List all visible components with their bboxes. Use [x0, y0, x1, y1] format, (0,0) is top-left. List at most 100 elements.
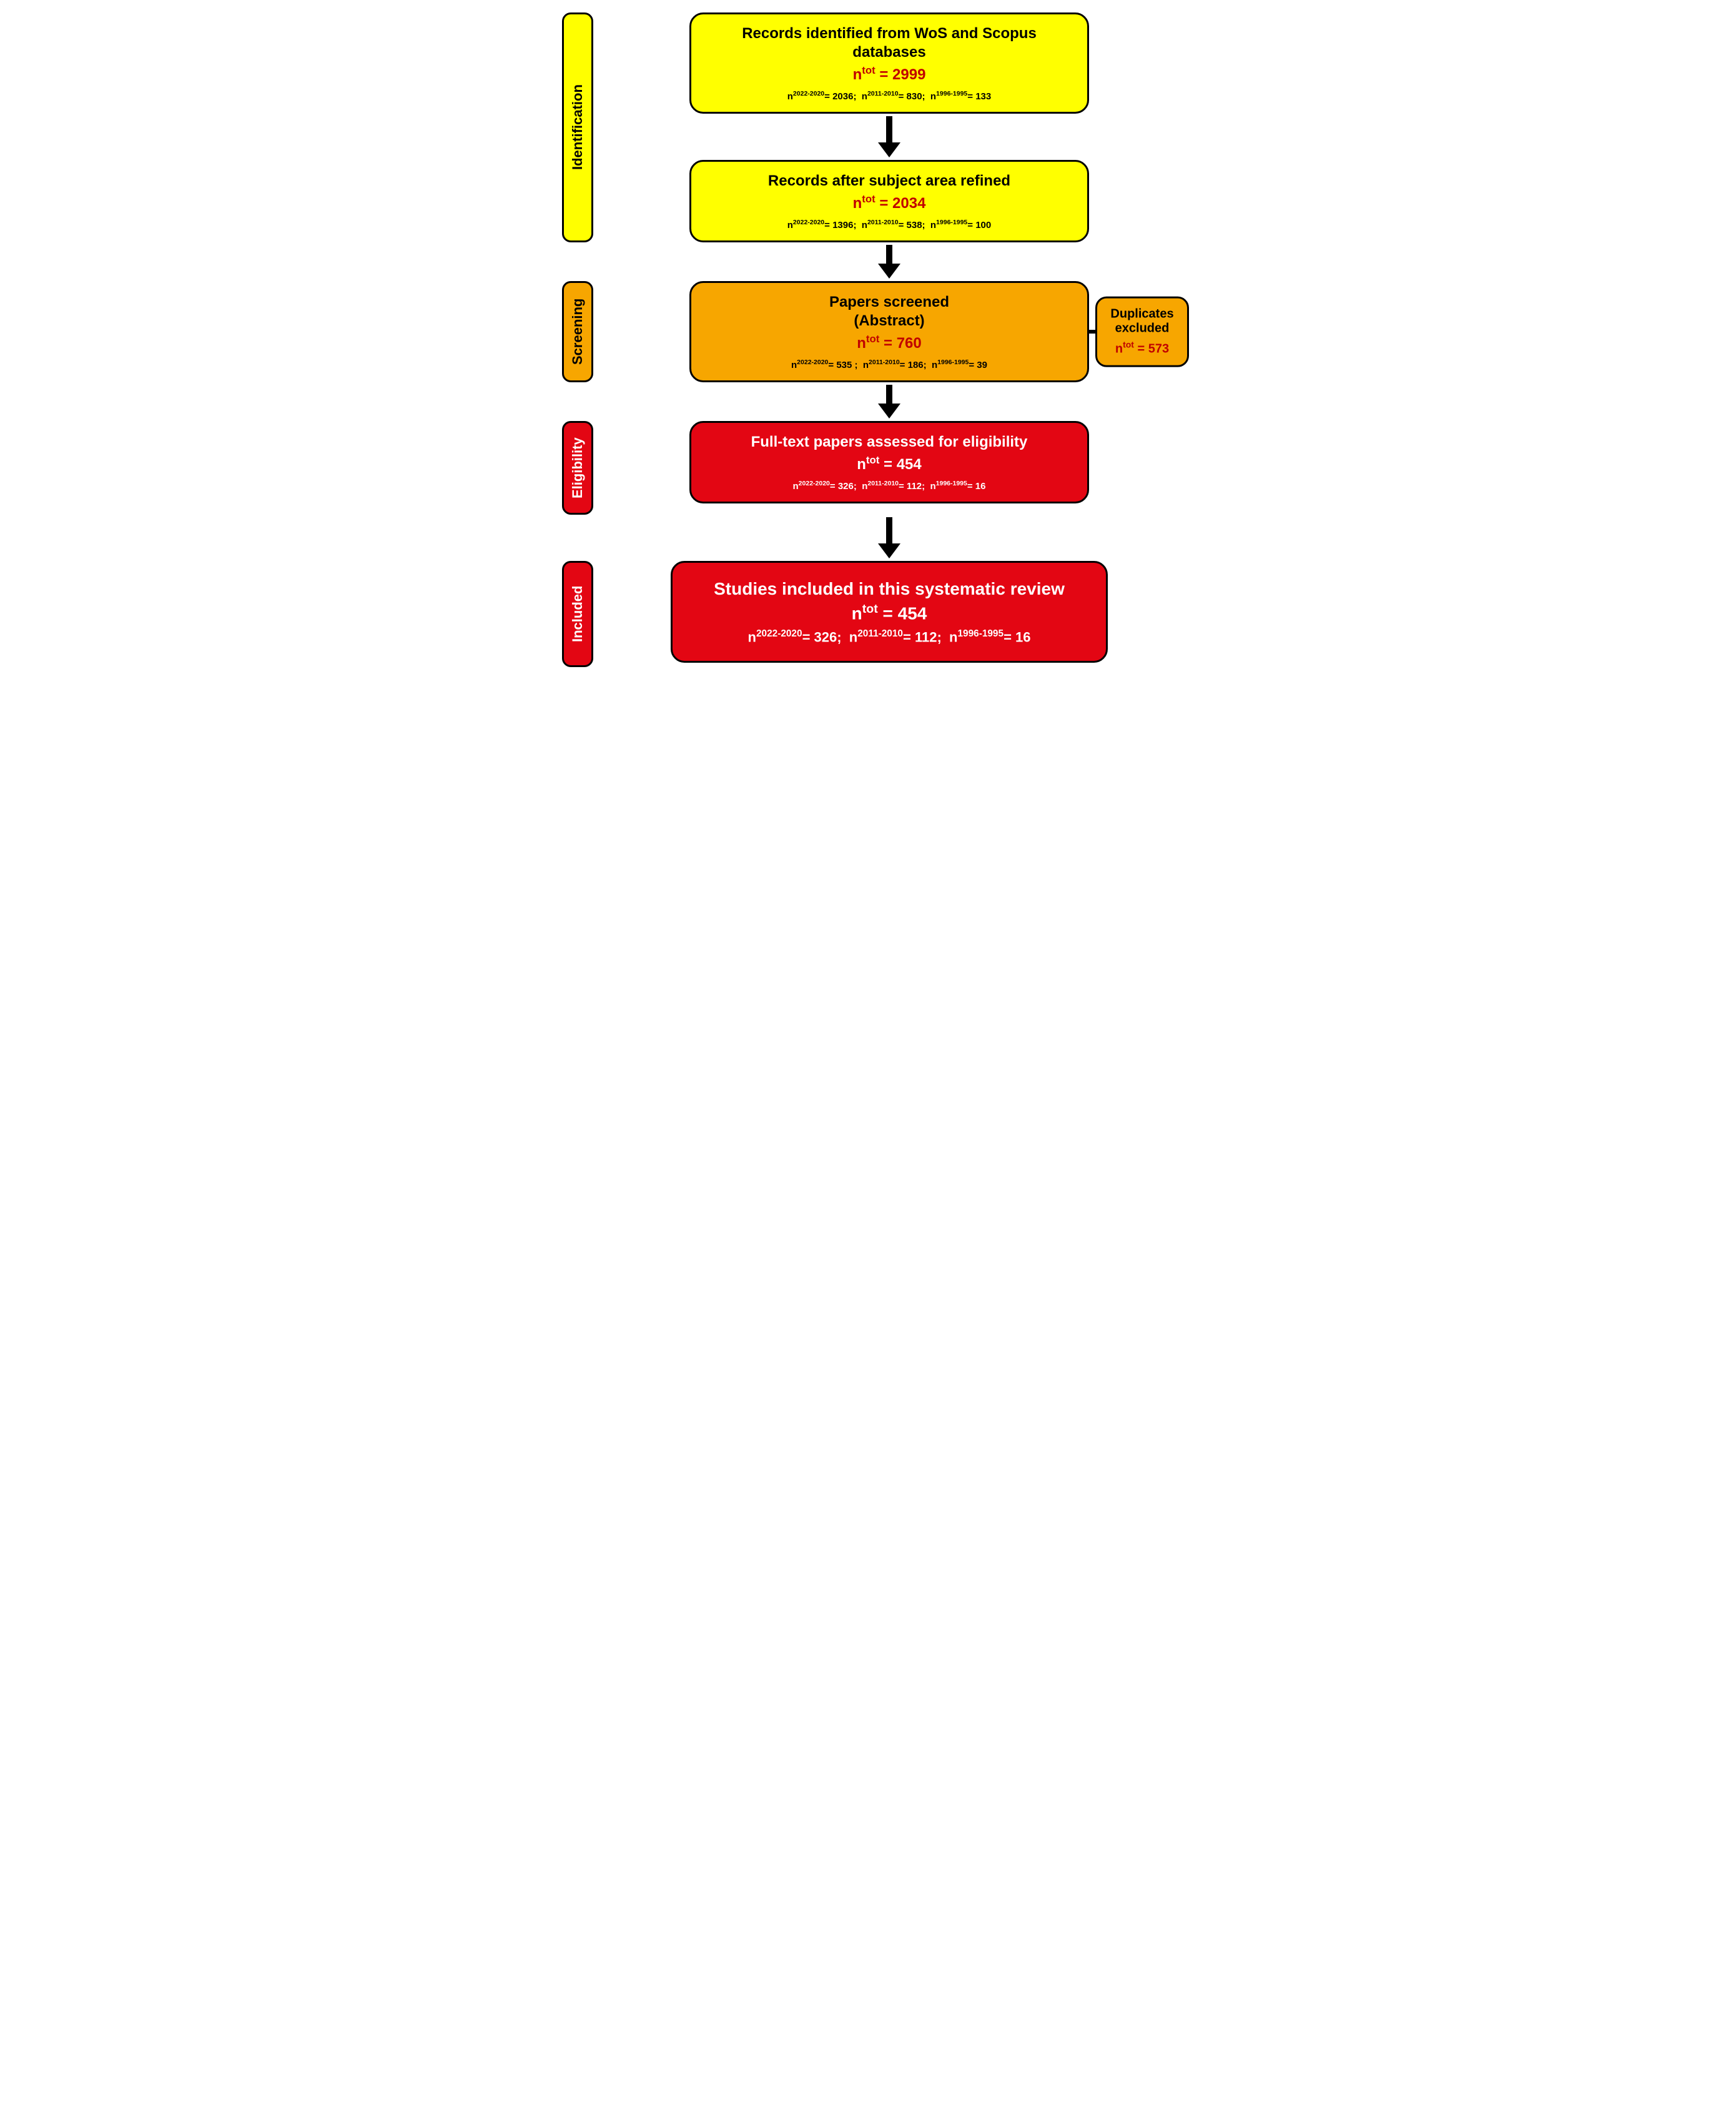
bd-val: = 326 — [802, 630, 837, 645]
identification-content: Records identified from WoS and Scopus d… — [604, 12, 1174, 242]
ntot-line: ntot = 2999 — [705, 64, 1073, 84]
stage-label-included: Included — [562, 561, 593, 667]
bd-sup: 1996-1995 — [936, 90, 967, 97]
bd-val: = 112 — [903, 630, 937, 645]
spacer — [562, 242, 604, 281]
stage-label-text: Eligibility — [570, 437, 586, 498]
inter-stage-arrow-row — [562, 382, 1174, 421]
arrow-down — [878, 116, 900, 157]
bd-val: = 535 — [828, 360, 852, 370]
bd-val: = 830 — [899, 91, 922, 102]
stage-label-screening: Screening — [562, 281, 593, 382]
stage-label-text: Identification — [570, 85, 586, 171]
aside-title: Duplicates excluded — [1102, 307, 1182, 336]
breakdown: n2022-2020= 326; n2011-2010= 112; n1996-… — [705, 480, 1073, 492]
box-fulltext-assessed: Full-text papers assessed for eligibilit… — [689, 421, 1089, 503]
prisma-flowchart: Identification Records identified from W… — [562, 12, 1174, 667]
eligibility-content: Full-text papers assessed for eligibilit… — [604, 421, 1174, 515]
stage-identification-row: Identification Records identified from W… — [562, 12, 1174, 242]
ntot-val: = 760 — [884, 335, 922, 352]
arrow-head — [878, 543, 900, 558]
breakdown: n2022-2020= 535 ; n2011-2010= 186; n1996… — [705, 359, 1073, 370]
stage-eligibility-row: Eligibility Full-text papers assessed fo… — [562, 421, 1174, 515]
spacer — [562, 382, 604, 421]
bd-sup: 1996-1995 — [936, 219, 967, 226]
ntot-n: n — [857, 335, 866, 352]
spacer — [562, 515, 604, 561]
bd-sup: 2011-2010 — [867, 219, 899, 226]
bd-val: = 186 — [900, 360, 924, 370]
arrow-down — [878, 245, 900, 279]
ntot-line: ntot = 573 — [1102, 340, 1182, 357]
bd-val: = 100 — [967, 220, 991, 230]
bd-sup: 2011-2010 — [867, 480, 899, 487]
arrow-head — [878, 404, 900, 419]
box-papers-screened: Papers screened (Abstract) ntot = 760 n2… — [689, 281, 1089, 382]
ntot-sup: tot — [862, 602, 878, 616]
bd-sup: 2022-2020 — [797, 359, 828, 366]
ntot-val: = 454 — [883, 603, 927, 623]
ntot-val: = 573 — [1138, 342, 1170, 355]
ntot-n: n — [852, 603, 862, 623]
arrow-head — [878, 264, 900, 279]
title-line: Papers screened — [829, 294, 949, 310]
stage-label-text: Screening — [570, 299, 586, 365]
ntot-line: ntot = 454 — [705, 454, 1073, 473]
inter-stage-arrow-row — [562, 242, 1174, 281]
box-studies-included: Studies included in this systematic revi… — [671, 561, 1108, 663]
screening-rel-wrap: Papers screened (Abstract) ntot = 760 n2… — [689, 281, 1089, 382]
arrow-down — [878, 385, 900, 419]
box-title: Records after subject area refined — [705, 172, 1073, 191]
stage-included-row: Included Studies included in this system… — [562, 561, 1174, 667]
bd-sup: 2022-2020 — [756, 628, 802, 639]
box-title: Studies included in this systematic revi… — [686, 578, 1092, 600]
ntot-val: = 2034 — [879, 195, 925, 212]
ntot-n: n — [1115, 342, 1123, 355]
bd-sup: 1996-1995 — [937, 359, 969, 366]
arrow-stem — [886, 116, 892, 142]
box-records-identified: Records identified from WoS and Scopus d… — [689, 12, 1089, 114]
ntot-n: n — [853, 195, 862, 212]
arrow-col — [604, 242, 1174, 281]
bd-val: = 1396 — [824, 220, 853, 230]
ntot-sup: tot — [866, 333, 879, 345]
bd-sup: 1996-1995 — [957, 628, 1004, 639]
box-title: Papers screened (Abstract) — [705, 293, 1073, 330]
title-line: Duplicates — [1110, 307, 1173, 321]
bd-val: = 16 — [1004, 630, 1030, 645]
bd-sup: 2022-2020 — [793, 219, 824, 226]
ntot-sup: tot — [862, 64, 875, 76]
stage-label-text: Included — [570, 586, 586, 642]
bd-val: = 538 — [899, 220, 922, 230]
bd-val: = 2036 — [824, 91, 853, 102]
ntot-line: ntot = 2034 — [705, 193, 1073, 212]
box-records-refined: Records after subject area refined ntot … — [689, 160, 1089, 242]
stage-label-identification: Identification — [562, 12, 593, 242]
stage-screening-row: Screening Papers screened (Abstract) nto… — [562, 281, 1174, 382]
bd-sup: 2011-2010 — [857, 628, 903, 639]
ntot-sup: tot — [1123, 340, 1134, 350]
bd-sup: 2011-2010 — [867, 90, 899, 97]
arrow-col — [604, 382, 1174, 421]
bd-sup: 2022-2020 — [799, 480, 830, 487]
title-line: (Abstract) — [854, 312, 924, 329]
ntot-sup: tot — [862, 193, 875, 205]
ntot-sup: tot — [866, 454, 879, 466]
ntot-n: n — [853, 66, 862, 83]
arrow-col — [604, 515, 1174, 561]
screening-content: Papers screened (Abstract) ntot = 760 n2… — [604, 281, 1174, 382]
arrow-stem — [886, 517, 892, 543]
ntot-line: ntot = 760 — [705, 333, 1073, 352]
bd-val: = 326 — [830, 481, 854, 492]
breakdown: n2022-2020= 326; n2011-2010= 112; n1996-… — [686, 628, 1092, 645]
inter-stage-arrow-row — [562, 515, 1174, 561]
bd-sup: 2011-2010 — [869, 359, 900, 366]
ntot-val: = 454 — [884, 456, 922, 473]
bd-val: = 39 — [969, 360, 987, 370]
ntot-val: = 2999 — [879, 66, 925, 83]
bd-val: = 133 — [967, 91, 991, 102]
arrow-stem — [886, 245, 892, 264]
arrow-down — [878, 517, 900, 558]
box-title: Records identified from WoS and Scopus d… — [705, 24, 1073, 62]
ntot-line: ntot = 454 — [686, 602, 1092, 623]
